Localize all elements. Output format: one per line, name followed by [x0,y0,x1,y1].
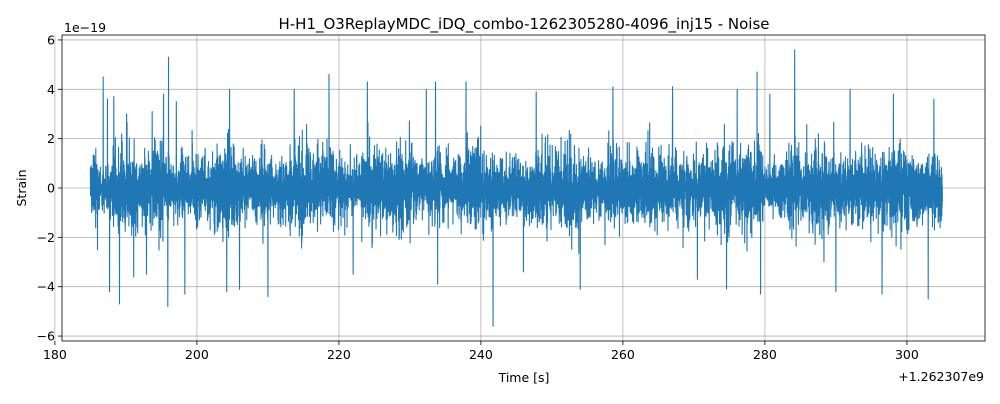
series-layer [89,49,943,327]
y-tick-label: 6 [47,32,55,47]
y-tick-label: −2 [37,230,55,245]
x-axis-offset-label: +1.262307e9 [898,369,984,384]
y-axis-scale-label: 1e−19 [64,20,106,35]
y-tick-label: −4 [37,279,55,294]
chart-title: H-H1_O3ReplayMDC_iDQ_combo-1262305280-40… [278,15,769,34]
y-tick-label: 4 [47,82,55,97]
x-tick-label: 200 [185,347,209,362]
x-tick-label: 280 [753,347,777,362]
y-tick-label: −6 [37,329,55,344]
y-tick-label: 2 [47,131,55,146]
strain-series-line [89,49,943,327]
x-tick-label: 260 [611,347,635,362]
x-tick-label: 240 [469,347,493,362]
x-axis-label: Time [s] [498,370,550,385]
ticks-layer: 180 200 220 240 260 280 300 −6 −4 −2 0 2 4 6 [37,32,919,362]
y-axis-label: Strain [14,169,29,206]
y-tick-label: 0 [47,181,55,196]
x-tick-label: 220 [327,347,351,362]
x-tick-label: 180 [43,347,67,362]
x-tick-label: 300 [895,347,919,362]
